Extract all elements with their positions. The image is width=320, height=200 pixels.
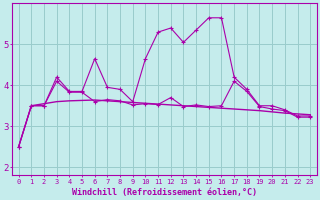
- X-axis label: Windchill (Refroidissement éolien,°C): Windchill (Refroidissement éolien,°C): [72, 188, 257, 197]
